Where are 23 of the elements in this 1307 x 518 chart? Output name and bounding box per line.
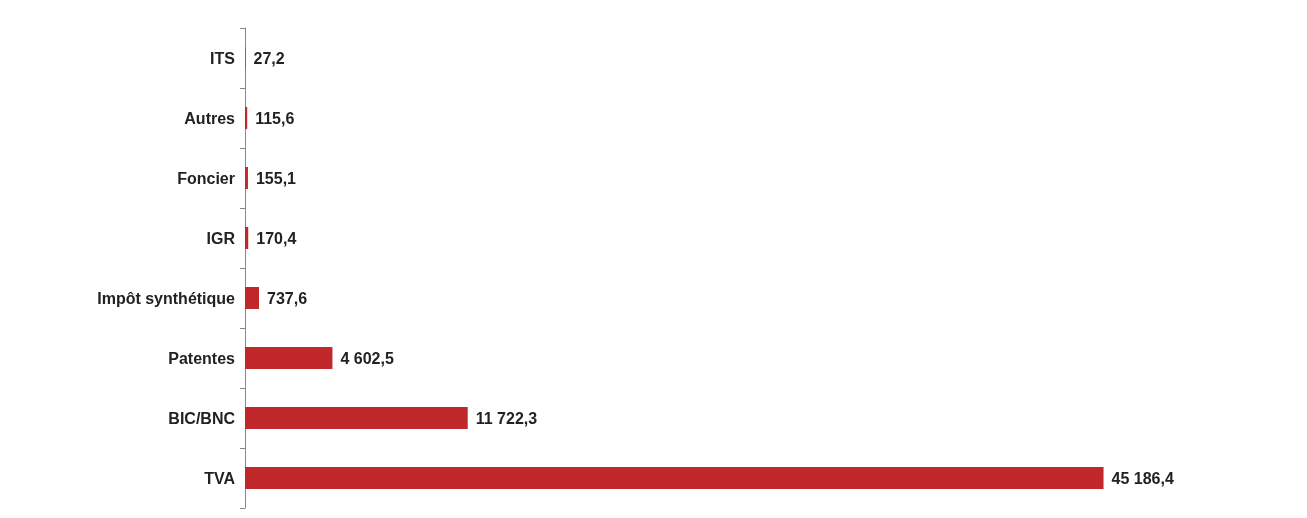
data-label: 155,1 (255, 169, 297, 187)
y-tick-label: BIC/BNC (168, 409, 236, 427)
y-tick-label: Impôt synthétique (97, 289, 236, 307)
bar (245, 407, 468, 429)
data-label: 45 186,4 (1111, 469, 1174, 487)
data-label: 4 602,5 (340, 349, 394, 367)
bar (245, 167, 248, 189)
data-label: 170,4 (256, 229, 297, 247)
y-tick-label: TVA (204, 469, 236, 487)
y-tick-label: Foncier (177, 169, 235, 187)
data-label: 737,6 (267, 289, 308, 307)
bar (245, 107, 248, 129)
data-label: 115,6 (255, 109, 295, 127)
y-tick-label: IGR (206, 229, 236, 247)
data-label: 11 722,3 (475, 409, 538, 427)
data-label: 27,2 (253, 49, 285, 67)
y-tick-label: ITS (210, 49, 236, 67)
bar (245, 227, 249, 249)
y-tick-label: Patentes (168, 349, 236, 367)
bar (245, 467, 1104, 489)
bar (245, 347, 333, 369)
y-tick-label: Autres (184, 109, 236, 127)
bar (245, 287, 260, 309)
